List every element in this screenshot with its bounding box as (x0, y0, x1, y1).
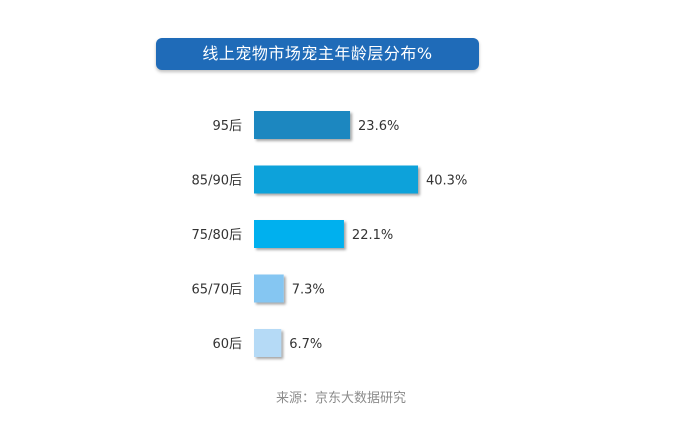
value-label: 7.3% (292, 283, 325, 298)
value-label: 22.1% (352, 228, 393, 243)
bar (254, 274, 284, 303)
bar (254, 111, 351, 139)
value-label: 23.6% (358, 119, 399, 134)
chart-title: 线上宠物市场宠主年龄层分布% (156, 38, 479, 70)
category-label: 65/70后 (192, 283, 242, 298)
bar (254, 329, 282, 357)
category-label: 85/90后 (192, 174, 242, 189)
category-label: 75/80后 (192, 228, 242, 243)
source-note: 来源：京东大数据研究 (275, 391, 406, 406)
bar (254, 220, 344, 248)
category-label: 95后 (212, 119, 242, 134)
value-label: 40.3% (426, 174, 467, 189)
bar (254, 165, 418, 194)
value-label: 6.7% (289, 337, 322, 352)
category-label: 60后 (212, 337, 242, 352)
